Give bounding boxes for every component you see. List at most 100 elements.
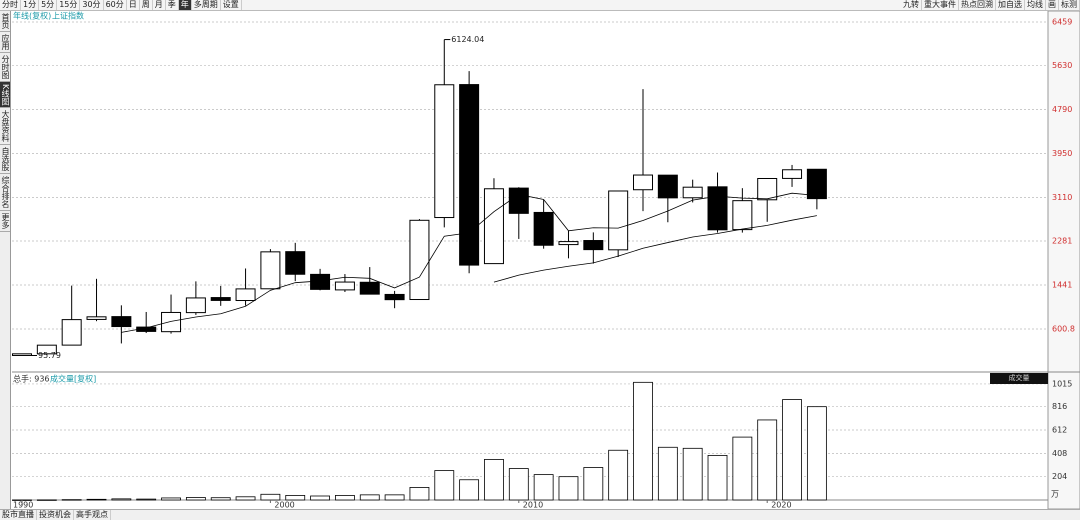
tool-button[interactable]: 热点回溯 <box>959 0 996 10</box>
volume-bar <box>335 495 355 501</box>
candle-body <box>36 344 57 355</box>
candle-body <box>682 186 703 199</box>
period-button[interactable]: 60分 <box>104 0 127 10</box>
side-tab[interactable]: 更多 <box>0 211 10 233</box>
sidebar: 首页 应用 分时图 K线图 大盘资料 自选股 综合排名 更多 <box>0 11 11 509</box>
volume-bar <box>136 498 157 501</box>
volume-bar <box>260 493 281 501</box>
ma-line <box>121 192 817 333</box>
volume-bar <box>732 436 753 501</box>
period-button[interactable]: 1分 <box>21 0 40 10</box>
side-tab[interactable]: 首页 <box>0 11 10 32</box>
candle-body <box>806 168 827 200</box>
tool-button[interactable]: 均线 <box>1025 0 1046 10</box>
ma-line <box>493 215 817 283</box>
period-button[interactable]: 月 <box>153 0 166 10</box>
candle-body <box>61 319 82 346</box>
candle-body <box>86 316 107 320</box>
side-tab[interactable]: 自选股 <box>0 145 10 175</box>
period-button[interactable]: 15分 <box>57 0 81 10</box>
period-button[interactable]: 年 <box>178 0 192 10</box>
y-tick-label: 612 <box>1052 426 1067 435</box>
candle-body <box>732 200 753 231</box>
y-tick-label: 6459 <box>1052 18 1072 27</box>
volume-bar <box>806 406 827 501</box>
volume-bar <box>310 495 330 501</box>
period-button[interactable]: 多周期 <box>192 0 221 10</box>
side-tab[interactable]: 应用 <box>0 32 10 53</box>
candle-body <box>285 251 306 275</box>
side-tab[interactable]: 分时图 <box>0 53 10 82</box>
period-button[interactable]: 设置 <box>221 0 242 10</box>
period-button[interactable]: 5分 <box>39 0 58 10</box>
volume-bar <box>757 419 778 501</box>
y-tick-label: 204 <box>1052 472 1067 481</box>
axis-panel <box>1047 10 1080 510</box>
x-tick-label: 2020 <box>771 501 791 510</box>
volume-bar <box>409 487 430 501</box>
volume-bar <box>185 497 206 501</box>
y-tick-label: 3110 <box>1052 193 1072 202</box>
period-button[interactable]: 30分 <box>80 0 104 10</box>
volume-bar <box>657 446 678 501</box>
side-tab[interactable]: 大盘资料 <box>0 108 10 146</box>
y-tick-label: 1441 <box>1052 280 1072 289</box>
y-tick-label: 816 <box>1052 402 1067 411</box>
candle-body <box>707 186 728 231</box>
volume-bar <box>484 459 504 501</box>
bottom-tab[interactable]: 高手观点 <box>74 510 111 520</box>
period-bar: 分时 1分 5分 15分 30分 60分日周月季年多周期 设置 <box>0 0 242 10</box>
candle-body <box>583 240 604 251</box>
volume-bar <box>235 496 256 501</box>
volume-bar <box>508 468 529 501</box>
tool-button[interactable]: 加自选 <box>996 0 1025 10</box>
candle-body <box>657 174 678 199</box>
tool-button[interactable]: 画 <box>1046 0 1059 10</box>
period-button[interactable]: 季 <box>166 0 179 10</box>
tool-button[interactable]: 重大事件 <box>922 0 959 10</box>
bottom-tab[interactable]: 股市直播 <box>0 510 37 520</box>
volume-bar <box>682 447 703 501</box>
volume-bar <box>558 476 579 501</box>
candle-body <box>161 311 182 333</box>
toolbar: 分时 1分 5分 15分 30分 60分日周月季年多周期 设置 九转 重大事件 热点回溯 加自选 均线… <box>0 0 1080 11</box>
candle-body <box>434 84 455 219</box>
y-tick-label: 1015 <box>1052 379 1072 388</box>
candle-body <box>310 273 331 290</box>
volume-bar <box>633 381 653 501</box>
y-tick-label: 5630 <box>1052 61 1072 70</box>
volume-bar <box>86 498 107 501</box>
tool-button[interactable]: 标测 <box>1059 0 1080 10</box>
candle-body <box>235 288 256 302</box>
candle-body <box>633 174 653 191</box>
candle-body <box>384 293 405 301</box>
volume-bar <box>210 497 231 501</box>
y-tick-label: 4790 <box>1052 105 1072 114</box>
volume-bar <box>36 499 57 501</box>
bottom-tab[interactable]: 投资机会 <box>37 510 74 520</box>
period-button[interactable]: 周 <box>140 0 153 10</box>
volume-bar <box>707 454 728 501</box>
candle-body <box>210 297 231 301</box>
volume-bar <box>384 494 405 501</box>
side-tab[interactable]: 综合排名 <box>0 174 10 212</box>
annotation: 95.79 <box>38 351 61 360</box>
candle-body <box>359 281 380 295</box>
period-button[interactable]: 日 <box>127 0 140 10</box>
volume-bar <box>608 449 629 501</box>
volume-selector[interactable]: 成交量 <box>990 373 1048 384</box>
candle-body <box>757 177 778 201</box>
candle-body <box>483 188 504 265</box>
candle-body <box>782 169 803 179</box>
candle-body <box>508 187 529 214</box>
volume-bar <box>285 495 306 501</box>
x-tick-label: 1990 <box>13 501 33 510</box>
volume-bar <box>434 470 455 501</box>
period-button[interactable]: 分时 <box>0 0 21 10</box>
side-tab[interactable]: K线图 <box>0 82 10 109</box>
chart-subtitle: 上证指数 <box>52 11 84 21</box>
tool-button[interactable]: 九转 <box>901 0 922 10</box>
y-tick-label: 3950 <box>1052 149 1072 158</box>
volume-bar <box>533 474 554 501</box>
